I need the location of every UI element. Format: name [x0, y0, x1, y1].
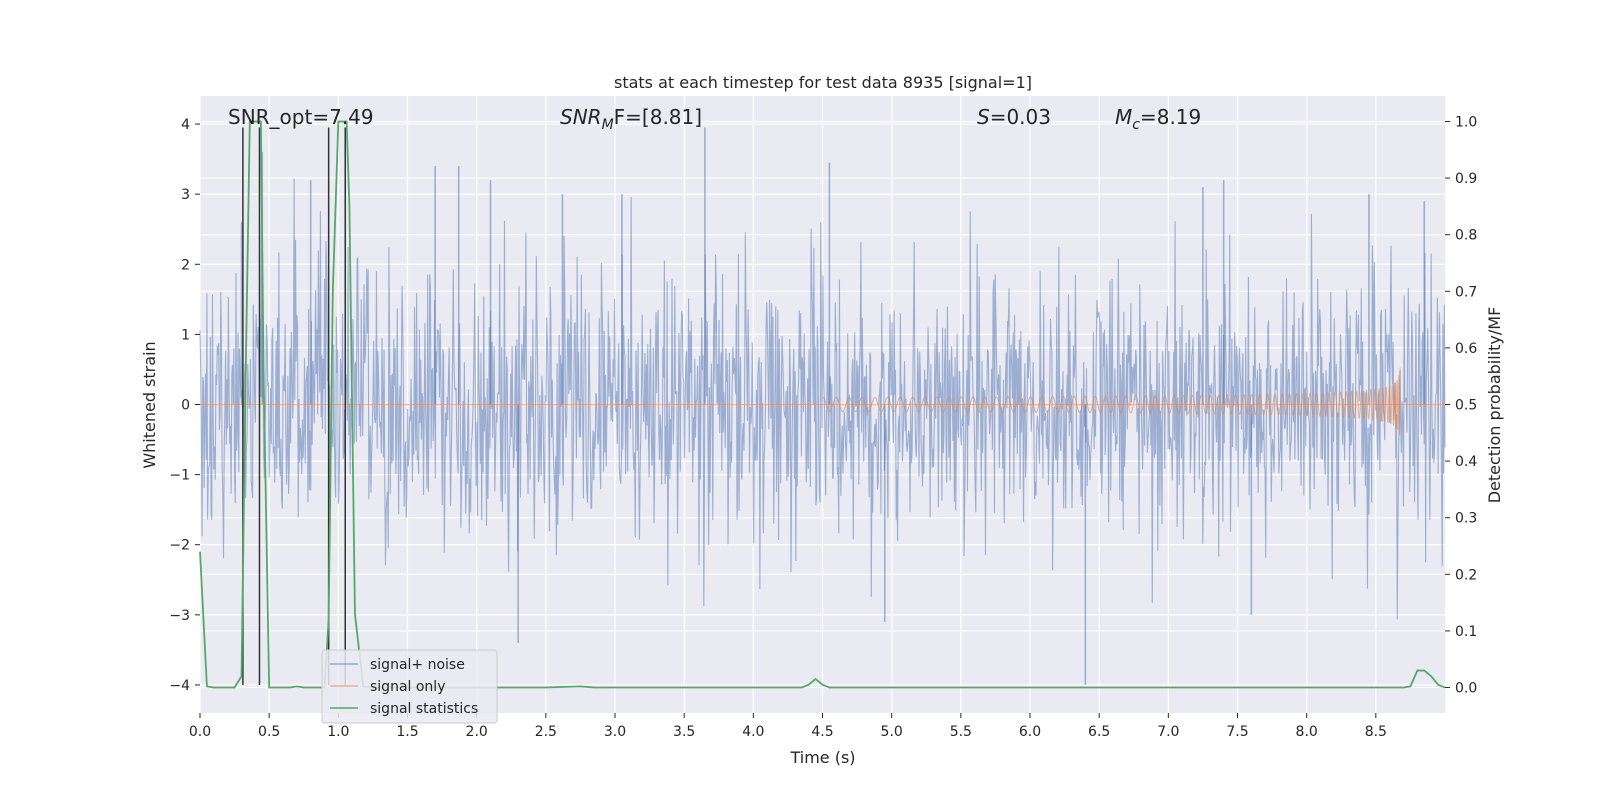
x-tick-label: 3.5	[673, 724, 695, 740]
y-right-tick-label: 0.6	[1455, 341, 1477, 357]
annotation-snr-mf-rest: F=[8.81]	[614, 105, 702, 129]
y-left-tick-label: 4	[181, 117, 190, 133]
annotation-s-val: =0.03	[990, 105, 1051, 129]
y-right-tick-label: 0.5	[1455, 398, 1477, 414]
y-left-axis-ticks: 4 3 2 1 0 −1 −2 −3 −4	[169, 117, 200, 694]
annotation-mc: Mc=8.19	[1115, 105, 1201, 133]
y-left-tick-label: −1	[169, 468, 190, 484]
annotation-mc-var: M	[1115, 105, 1132, 129]
chart-title: stats at each timestep for test data 893…	[614, 73, 1032, 92]
x-tick-label: 2.0	[466, 724, 488, 740]
y-right-tick-label: 0.9	[1455, 171, 1477, 187]
legend-label-signal-statistics: signal statistics	[370, 701, 478, 717]
x-tick-label: 6.5	[1088, 724, 1110, 740]
y-right-axis-ticks: 1.0 0.9 0.8 0.7 0.6 0.5 0.4 0.3 0.2 0.1 0.0	[1445, 114, 1477, 697]
signal-only-line	[822, 367, 1401, 436]
x-tick-label: 6.0	[1019, 724, 1041, 740]
y-left-tick-label: −2	[169, 538, 190, 554]
y-right-tick-label: 0.8	[1455, 228, 1477, 244]
y-right-tick-label: 0.7	[1455, 284, 1477, 300]
x-tick-label: 7.0	[1157, 724, 1179, 740]
x-tick-label: 8.5	[1365, 724, 1387, 740]
x-tick-label: 0.5	[258, 724, 280, 740]
x-tick-label: 2.5	[535, 724, 557, 740]
y-left-axis-label: Whitened strain	[140, 341, 159, 468]
y-left-tick-label: 0	[181, 398, 190, 414]
signal-statistics-line	[199, 120, 1446, 689]
y-left-tick-label: 1	[181, 327, 190, 343]
y-right-tick-label: 0.4	[1455, 454, 1477, 470]
y-right-tick-label: 0.0	[1455, 681, 1477, 697]
x-tick-label: 3.0	[604, 724, 626, 740]
x-tick-label: 1.5	[396, 724, 418, 740]
annotation-snr-mf-main: SNR	[560, 105, 602, 129]
annotation-snr-opt: SNR_opt=7.49	[228, 105, 374, 129]
x-tick-label: 4.0	[742, 724, 764, 740]
annotation-s-var: S	[977, 105, 990, 129]
annotation-snr-mf: SNRMF=[8.81]	[560, 105, 702, 133]
y-right-axis-label: Detection probability/MF	[1485, 307, 1504, 504]
x-tick-label: 5.0	[881, 724, 903, 740]
legend-label-signal-noise: signal+ noise	[370, 657, 465, 673]
signal-plus-noise-line	[199, 178, 1446, 620]
annotation-snr-mf-sub: M	[602, 117, 614, 133]
y-right-tick-label: 0.3	[1455, 511, 1477, 527]
x-tick-label: 5.5	[950, 724, 972, 740]
x-tick-label: 8.0	[1296, 724, 1318, 740]
x-tick-label: 4.5	[811, 724, 833, 740]
annotation-mc-sub: c	[1132, 117, 1140, 133]
series-signal-only	[200, 367, 1445, 436]
x-axis-label: Time (s)	[789, 748, 855, 767]
x-tick-label: 7.5	[1226, 724, 1248, 740]
legend-frame	[321, 649, 498, 724]
x-tick-label: 1.0	[327, 724, 349, 740]
y-left-tick-label: 2	[181, 257, 190, 273]
annotation-mc-val: =8.19	[1140, 105, 1201, 129]
y-right-tick-label: 1.0	[1455, 114, 1477, 130]
x-axis-ticks: 0.0 0.5 1.0 1.5 2.0 2.5 3.0 3.5 4.0 4.5 5.0 5.5 6.0 6…	[189, 713, 1387, 740]
y-right-tick-label: 0.1	[1455, 624, 1477, 640]
y-left-tick-label: −4	[169, 678, 190, 694]
annotation-s: S=0.03	[977, 105, 1051, 129]
y-left-tick-label: −3	[169, 608, 190, 624]
y-left-tick-label: 3	[181, 187, 190, 203]
y-right-tick-label: 0.2	[1455, 567, 1477, 583]
legend-label-signal-only: signal only	[370, 679, 445, 695]
legend: signal+ noise signal only signal statist…	[321, 649, 498, 724]
series-signal-statistics	[199, 120, 1446, 689]
x-tick-label: 0.0	[189, 724, 211, 740]
